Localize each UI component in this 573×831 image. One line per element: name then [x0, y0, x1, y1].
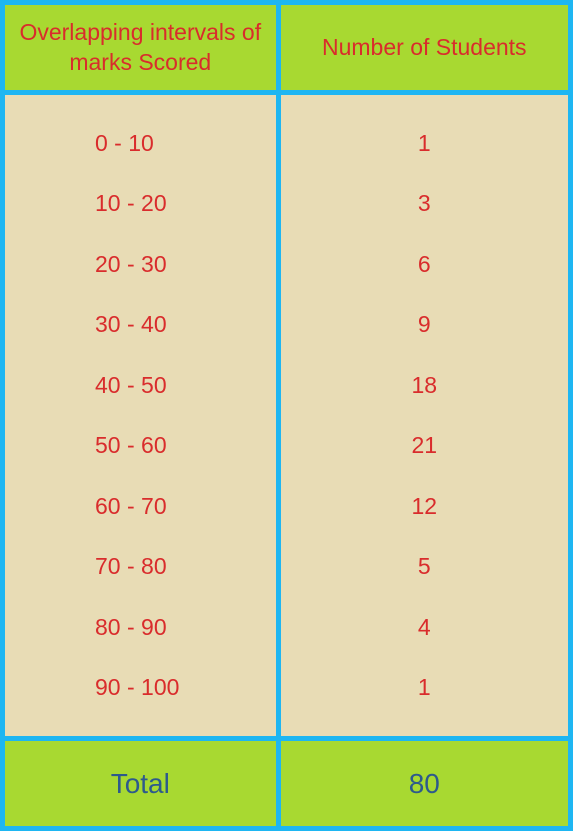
table-footer-row: Total 80: [5, 741, 568, 826]
interval-value: 50 - 60: [5, 434, 276, 457]
footer-label: Total: [5, 741, 281, 826]
count-value: 5: [281, 555, 568, 578]
counts-column: 1 3 6 9 18 21 12 5 4 1: [281, 95, 568, 736]
count-value: 18: [281, 374, 568, 397]
footer-total: 80: [281, 741, 568, 826]
interval-value: 0 - 10: [5, 132, 276, 155]
interval-value: 30 - 40: [5, 313, 276, 336]
interval-value: 20 - 30: [5, 253, 276, 276]
intervals-column: 0 - 10 10 - 20 20 - 30 30 - 40 40 - 50 5…: [5, 95, 281, 736]
count-value: 1: [281, 676, 568, 699]
count-value: 1: [281, 132, 568, 155]
count-value: 21: [281, 434, 568, 457]
count-value: 4: [281, 616, 568, 639]
interval-value: 70 - 80: [5, 555, 276, 578]
header-intervals: Overlapping intervals of marks Scored: [5, 5, 281, 90]
table-header-row: Overlapping intervals of marks Scored Nu…: [5, 5, 568, 90]
frequency-table: Overlapping intervals of marks Scored Nu…: [0, 0, 573, 831]
interval-value: 10 - 20: [5, 192, 276, 215]
interval-value: 80 - 90: [5, 616, 276, 639]
count-value: 6: [281, 253, 568, 276]
interval-value: 40 - 50: [5, 374, 276, 397]
header-students: Number of Students: [281, 5, 568, 90]
table-body: 0 - 10 10 - 20 20 - 30 30 - 40 40 - 50 5…: [5, 90, 568, 741]
count-value: 12: [281, 495, 568, 518]
interval-value: 60 - 70: [5, 495, 276, 518]
interval-value: 90 - 100: [5, 676, 276, 699]
count-value: 3: [281, 192, 568, 215]
count-value: 9: [281, 313, 568, 336]
